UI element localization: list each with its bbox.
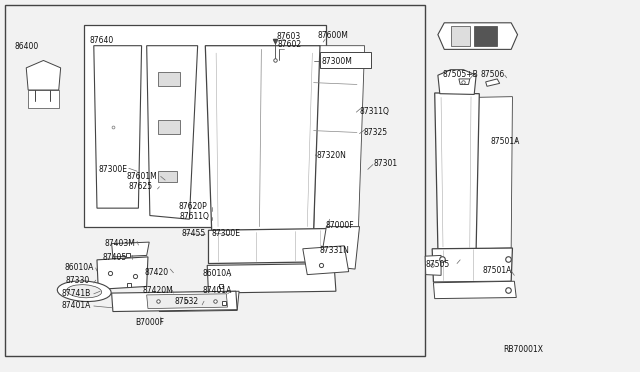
Bar — [157, 119, 180, 134]
Text: 87640: 87640 — [90, 36, 114, 45]
Text: 87403M: 87403M — [104, 240, 136, 248]
Text: 87455: 87455 — [181, 229, 205, 238]
Polygon shape — [314, 46, 365, 234]
Polygon shape — [209, 228, 333, 263]
Polygon shape — [459, 79, 470, 84]
Polygon shape — [425, 256, 441, 275]
Polygon shape — [320, 227, 360, 269]
Text: B7000F: B7000F — [135, 318, 164, 327]
Bar — [157, 71, 180, 86]
Polygon shape — [438, 23, 518, 49]
Ellipse shape — [67, 285, 102, 298]
Polygon shape — [111, 242, 149, 257]
Polygon shape — [26, 61, 61, 90]
Text: 87532: 87532 — [175, 297, 199, 306]
Polygon shape — [303, 246, 349, 275]
Text: 87420M: 87420M — [143, 286, 173, 295]
Polygon shape — [205, 46, 320, 230]
Text: 87325: 87325 — [364, 128, 387, 137]
Text: 87420: 87420 — [145, 268, 169, 277]
Text: 87301: 87301 — [374, 159, 397, 169]
Text: 87601M: 87601M — [126, 172, 157, 181]
Bar — [474, 26, 497, 46]
Text: 87602: 87602 — [277, 41, 301, 49]
Polygon shape — [486, 79, 500, 86]
Text: 87405: 87405 — [102, 253, 126, 263]
Text: 87330: 87330 — [65, 276, 90, 285]
Text: 87620P: 87620P — [179, 202, 207, 211]
Text: 87501A: 87501A — [491, 137, 520, 146]
Text: 87506: 87506 — [481, 70, 505, 79]
Text: 87300E: 87300E — [99, 165, 127, 174]
Text: 87000F: 87000F — [325, 221, 354, 230]
Polygon shape — [147, 46, 198, 219]
Polygon shape — [207, 263, 336, 293]
Polygon shape — [147, 294, 228, 309]
Text: 87300E: 87300E — [212, 229, 241, 238]
Polygon shape — [473, 97, 513, 249]
Text: 86400: 86400 — [14, 42, 38, 51]
Text: 87741B: 87741B — [61, 289, 90, 298]
Polygon shape — [28, 90, 59, 109]
Text: 87401A: 87401A — [203, 286, 232, 295]
Polygon shape — [94, 46, 141, 208]
Text: 87331N: 87331N — [320, 246, 350, 255]
Text: 87505: 87505 — [425, 260, 449, 269]
Bar — [320, 52, 371, 68]
Text: 87300M: 87300M — [322, 57, 353, 67]
Ellipse shape — [58, 281, 111, 302]
Polygon shape — [435, 93, 479, 250]
Text: 87603: 87603 — [276, 32, 301, 41]
Bar — [157, 171, 177, 182]
Text: 87501A: 87501A — [483, 266, 512, 275]
Polygon shape — [438, 70, 476, 94]
Polygon shape — [432, 248, 513, 282]
Text: 86010A: 86010A — [203, 269, 232, 278]
Text: 87320N: 87320N — [317, 151, 347, 160]
Text: 87625: 87625 — [129, 182, 153, 191]
Text: 86010A: 86010A — [65, 263, 94, 272]
Text: 87401A: 87401A — [61, 301, 91, 311]
Polygon shape — [157, 291, 239, 311]
Text: 87600M: 87600M — [317, 31, 348, 40]
Text: 87311Q: 87311Q — [360, 106, 389, 116]
Polygon shape — [433, 281, 516, 299]
Polygon shape — [111, 291, 237, 311]
Polygon shape — [97, 257, 148, 289]
Text: RB70001X: RB70001X — [504, 345, 543, 354]
Bar — [4, 5, 425, 356]
Text: 87505+B: 87505+B — [443, 70, 479, 79]
Bar — [84, 25, 326, 227]
Bar — [451, 26, 470, 46]
Text: 87611Q: 87611Q — [180, 212, 210, 221]
